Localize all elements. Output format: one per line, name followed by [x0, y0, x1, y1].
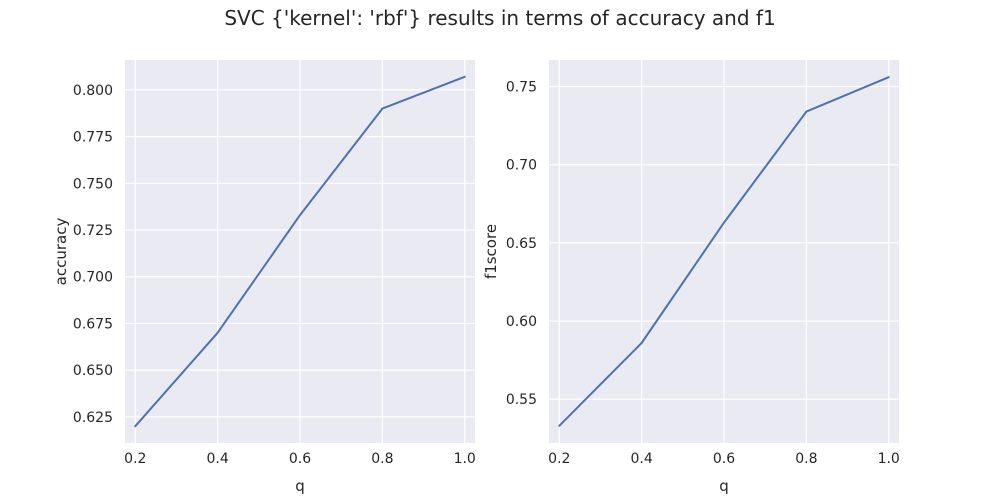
x-tick-label: 1.0	[454, 451, 476, 467]
series-line	[134, 75, 466, 428]
y-tick-label: 0.75	[506, 80, 537, 96]
data-point	[464, 76, 466, 78]
y-tick-label: 0.675	[73, 316, 113, 332]
figure-title: SVC {'kernel': 'rbf'} results in terms o…	[224, 6, 776, 30]
subplot-1: 0.2 0.4 0.6 0.8 1.0 0.625 0.650 0.675 0.700 0.725…	[52, 60, 476, 495]
y-tick-label: 0.700	[73, 270, 113, 286]
data-point	[217, 332, 219, 334]
x-tick-label: 0.4	[631, 451, 653, 467]
x-tick-label: 0.2	[548, 451, 570, 467]
data-point	[888, 76, 890, 78]
data-point	[641, 342, 643, 344]
y-tick-label: 0.65	[506, 236, 537, 252]
x-tick-label: 0.6	[289, 451, 311, 467]
data-point	[134, 425, 136, 427]
y-tick-label: 0.775	[73, 130, 113, 146]
data-point	[299, 214, 301, 216]
x-tick-label: 0.4	[207, 451, 229, 467]
y-tick-label: 0.625	[73, 410, 113, 426]
x-tick-label: 0.6	[713, 451, 735, 467]
x-axis-label: q	[719, 477, 729, 495]
y-tick-label: 0.650	[73, 363, 113, 379]
x-tick-label: 1.0	[878, 451, 900, 467]
data-point	[381, 108, 383, 110]
y-tick-label: 0.55	[506, 392, 537, 408]
x-tick-label: 0.8	[371, 451, 393, 467]
y-tick-label: 0.750	[73, 176, 113, 192]
y-tick-label: 0.60	[506, 314, 537, 330]
data-point	[805, 111, 807, 113]
x-tick-label: 0.8	[795, 451, 817, 467]
x-axis-label: q	[295, 477, 305, 495]
data-point	[723, 222, 725, 224]
y-axis-label: accuracy	[52, 218, 70, 286]
series-line	[558, 76, 890, 427]
y-axis-label: f1score	[482, 224, 500, 279]
x-tick-label: 0.2	[124, 451, 146, 467]
data-point	[558, 425, 560, 427]
y-tick-label: 0.70	[506, 158, 537, 174]
y-tick-label: 0.800	[73, 83, 113, 99]
subplot-2: 0.2 0.4 0.6 0.8 1.0 0.55 0.60 0.65 0.70 0.75 q f1sc…	[482, 60, 900, 495]
y-tick-label: 0.725	[73, 223, 113, 239]
